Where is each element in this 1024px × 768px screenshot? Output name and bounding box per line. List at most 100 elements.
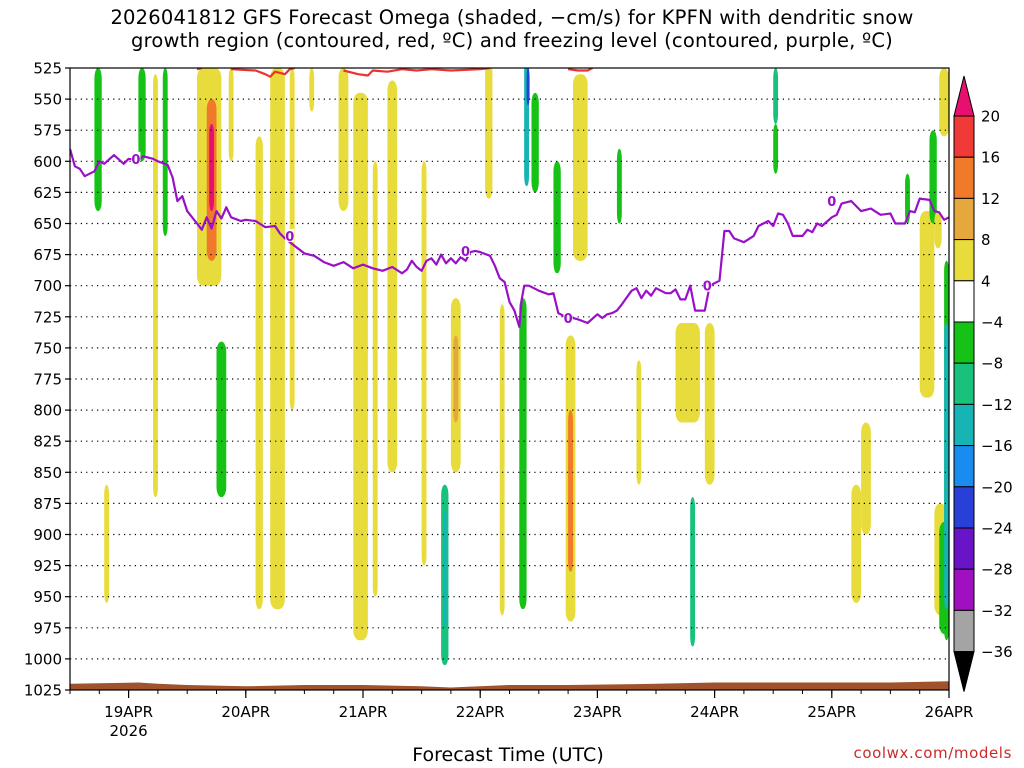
x-tick-label: 19APR — [104, 703, 153, 721]
omega-region — [773, 68, 779, 124]
y-tick-label: 825 — [33, 433, 62, 451]
colorbar-label: 8 — [981, 231, 991, 249]
colorbar-bin — [953, 527, 975, 570]
contour-label-bg — [285, 228, 295, 242]
colorbar-bin — [953, 239, 975, 282]
dgz-contour — [567, 68, 593, 72]
colorbar-bin — [953, 280, 975, 323]
colorbar-bin — [953, 321, 975, 364]
x-tick-label: 25APR — [807, 703, 856, 721]
chart-title-line1: 2026041812 GFS Forecast Omega (shaded, −… — [110, 6, 914, 29]
source-credit: coolwx.com/models — [853, 744, 1012, 762]
omega-region — [309, 68, 315, 112]
colorbar-bin — [953, 156, 975, 199]
x-tick-label: 23APR — [573, 703, 622, 721]
contour-label-bg — [702, 278, 712, 292]
colorbar-label: −8 — [981, 355, 1003, 373]
omega-region — [453, 335, 459, 423]
x-tick-label: 26APR — [925, 703, 974, 721]
omega-region — [138, 68, 146, 162]
x-axis-label: Forecast Time (UTC) — [412, 744, 604, 766]
colorbar-label: −28 — [981, 561, 1013, 579]
omega-region — [616, 148, 622, 224]
contour-label-bg — [827, 194, 837, 208]
colorbar-label: 12 — [981, 190, 1000, 208]
omega-region — [216, 341, 227, 498]
omega-region — [773, 123, 779, 174]
x-tick-label: 22APR — [456, 703, 505, 721]
chart-title-line2: growth region (contoured, red, ºC) and f… — [131, 29, 893, 52]
contour-label: 0 — [285, 230, 294, 245]
omega-region — [353, 92, 368, 641]
contour-label: 0 — [131, 153, 140, 168]
x-tick-label: 20APR — [221, 703, 270, 721]
omega-region — [338, 68, 349, 212]
colorbar-bin — [953, 486, 975, 529]
omega-region — [485, 68, 493, 199]
omega-region — [861, 422, 871, 535]
colorbar-label: −16 — [981, 437, 1013, 455]
omega-region — [553, 161, 561, 274]
omega-region — [675, 323, 700, 423]
omega-region — [572, 74, 588, 261]
colorbar-bottom-arrow — [953, 651, 975, 692]
y-tick-label: 800 — [33, 402, 62, 420]
omega-region — [387, 80, 398, 473]
y-tick-label: 900 — [33, 526, 62, 544]
chart-title: 2026041812 GFS Forecast Omega (shaded, −… — [0, 6, 1024, 52]
colorbar-label: −32 — [981, 602, 1013, 620]
y-tick-label: 600 — [33, 153, 62, 171]
y-tick-label: 700 — [33, 277, 62, 295]
colorbar-label: −4 — [981, 314, 1003, 332]
y-tick-label: 525 — [33, 60, 62, 78]
omega-region — [443, 509, 447, 628]
colorbar-label: −24 — [981, 520, 1013, 538]
omega-region — [851, 484, 862, 603]
colorbar-bin — [953, 197, 975, 241]
omega-region — [905, 173, 910, 224]
pressure-gridlines — [70, 98, 949, 660]
y-tick-label: 1025 — [24, 682, 62, 700]
omega-region — [228, 68, 234, 162]
omega-region — [94, 68, 102, 212]
colorbar-label: −12 — [981, 396, 1013, 414]
y-tick-label: 850 — [33, 464, 62, 482]
contour-label: 0 — [827, 195, 836, 210]
y-tick-label: 975 — [33, 619, 62, 637]
x-tick-label: 21APR — [339, 703, 388, 721]
omega-shading-layer — [94, 68, 949, 666]
colorbar-bin — [953, 362, 975, 405]
omega-region — [636, 360, 642, 485]
contour-label: 0 — [703, 280, 712, 295]
y-tick-label: 750 — [33, 339, 62, 357]
omega-region — [421, 161, 427, 566]
x-tick-label: 24APR — [690, 703, 739, 721]
y-tick-label: 775 — [33, 371, 62, 389]
colorbar-label: 4 — [981, 272, 991, 290]
contour-label: 0 — [564, 312, 573, 327]
y-tick-label: 1000 — [24, 650, 62, 668]
colorbar-label: −36 — [981, 643, 1013, 661]
colorbar-bin — [953, 445, 975, 488]
y-tick-label: 725 — [33, 308, 62, 326]
colorbar-bin — [953, 403, 975, 447]
y-tick-label: 575 — [33, 122, 62, 140]
colorbar: 20 16 12 8 4 −4 −8 −12 −16 −20 −24 −28 −32 −36 — [953, 75, 1013, 692]
contour-label-bg — [563, 311, 573, 325]
colorbar-top-arrow — [953, 75, 975, 117]
y-tick-label: 950 — [33, 588, 62, 606]
omega-region — [944, 323, 949, 610]
omega-region — [162, 68, 168, 236]
omega-region — [153, 74, 158, 498]
colorbar-label: −20 — [981, 478, 1013, 496]
y-tick-label: 925 — [33, 557, 62, 575]
y-tick-label: 650 — [33, 215, 62, 233]
terrain-layer — [70, 681, 949, 690]
omega-region — [568, 410, 573, 572]
omega-region — [934, 211, 942, 249]
colorbar-bin — [953, 568, 975, 611]
omega-region — [919, 211, 935, 398]
omega-region — [499, 304, 505, 616]
omega-region — [519, 298, 527, 610]
